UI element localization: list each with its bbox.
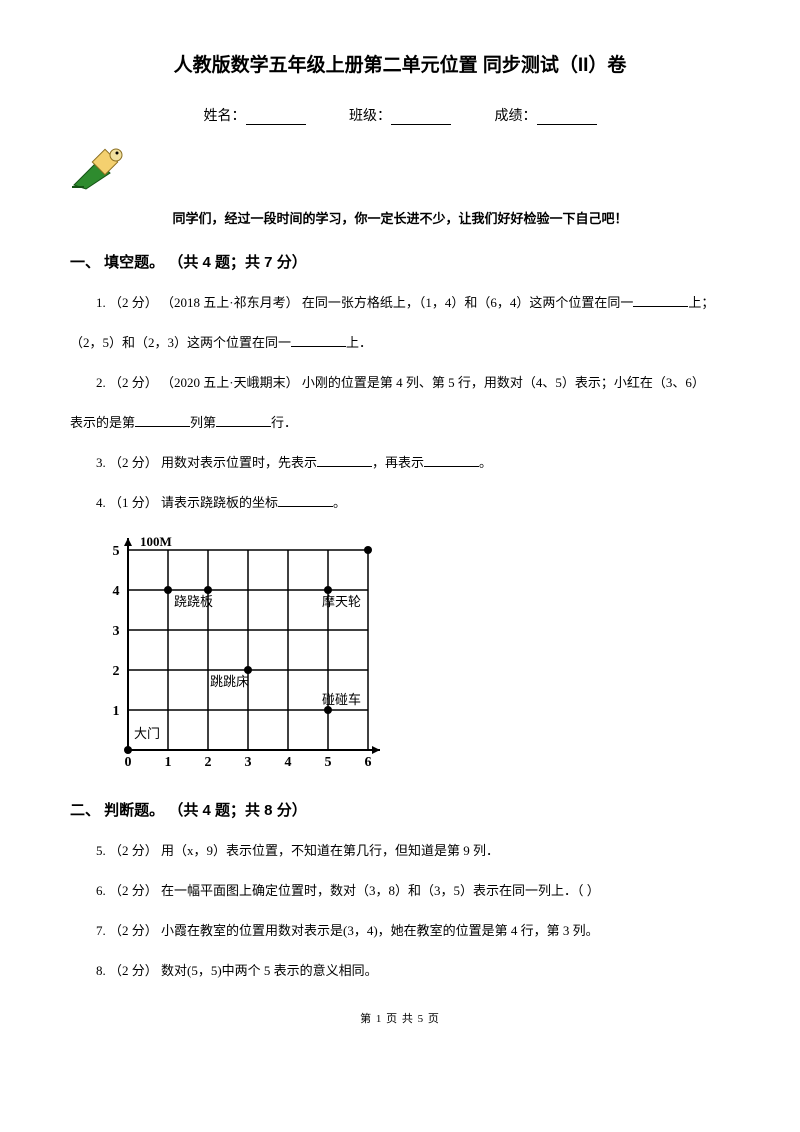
q1-blank-1[interactable] [633,306,688,307]
question-2-line2: 表示的是第 列第 行． [70,410,730,436]
svg-text:5: 5 [113,544,120,559]
q2-text-d: 行． [271,415,297,430]
svg-text:跳跳床: 跳跳床 [210,674,249,689]
encouragement-text: 同学们，经过一段时间的学习，你一定长进不少，让我们好好检验一下自己吧！ [70,208,730,227]
q4-text-b: 。 [333,495,346,510]
section-2-heading: 二、 判断题。 （共 4 题；共 8 分） [70,799,730,820]
name-blank[interactable] [246,110,306,125]
pencil-decoration [70,145,730,196]
svg-text:2: 2 [113,664,120,679]
svg-text:2: 2 [205,755,212,770]
q2-text-b: 表示的是第 [70,415,135,430]
page-title: 人教版数学五年级上册第二单元位置 同步测试（II）卷 [70,50,730,77]
q2-text-a: 2. （2 分） （2020 五上·天峨期末） 小刚的位置是第 4 列、第 5 … [96,375,705,390]
question-6: 6. （2 分） 在一幅平面图上确定位置时，数对（3，8）和（3，5）表示在同一… [70,878,730,904]
q1-blank-2[interactable] [291,346,346,347]
q2-blank-2[interactable] [216,426,271,427]
svg-text:1: 1 [165,755,172,770]
grid-chart: 0 1 2 3 4 5 6 1 2 3 4 5 100M 大门 跷跷板跳跳床 摩天轮碰碰车 [98,530,398,780]
svg-text:5: 5 [325,755,332,770]
q3-text-c: 。 [479,455,492,470]
question-2: 2. （2 分） （2020 五上·天峨期末） 小刚的位置是第 4 列、第 5 … [70,370,730,396]
question-1: 1. （2 分） （2018 五上·祁东月考） 在同一张方格纸上，（1，4）和（… [70,290,730,316]
question-1-line2: （2，5）和（2，3）这两个位置在同一 上． [70,330,730,356]
question-8: 8. （2 分） 数对(5，5)中两个 5 表示的意义相同。 [70,958,730,984]
q1-text-b: 上； [688,295,714,310]
q1-text-a: 1. （2 分） （2018 五上·祁东月考） 在同一张方格纸上，（1，4）和（… [96,295,633,310]
q4-blank[interactable] [278,506,333,507]
question-4: 4. （1 分） 请表示跷跷板的坐标 。 [70,490,730,516]
svg-text:1: 1 [113,704,120,719]
svg-text:跷跷板: 跷跷板 [174,594,213,609]
svg-text:碰碰车: 碰碰车 [322,692,361,707]
q3-blank-2[interactable] [424,466,479,467]
question-3: 3. （2 分） 用数对表示位置时，先表示 ，再表示 。 [70,450,730,476]
page-footer: 第 1 页 共 5 页 [70,1010,730,1026]
q1-text-d: 上． [346,335,372,350]
svg-text:3: 3 [245,755,252,770]
svg-text:大门: 大门 [134,726,160,741]
q3-text-b: ，再表示 [372,455,424,470]
q3-text-a: 3. （2 分） 用数对表示位置时，先表示 [96,455,317,470]
score-label: 成绩： [495,109,537,124]
class-label: 班级： [349,109,391,124]
question-5: 5. （2 分） 用（x，9）表示位置，不知道在第几行，但知道是第 9 列． [70,838,730,864]
svg-text:3: 3 [113,624,120,639]
svg-text:100M: 100M [140,534,172,549]
svg-text:6: 6 [365,755,372,770]
question-7: 7. （2 分） 小霞在教室的位置用数对表示是(3，4)，她在教室的位置是第 4… [70,918,730,944]
svg-text:0: 0 [125,755,132,770]
name-label: 姓名： [204,109,246,124]
info-row: 姓名： 班级： 成绩： [70,105,730,125]
score-blank[interactable] [537,110,597,125]
svg-text:4: 4 [113,584,120,599]
q2-blank-1[interactable] [135,426,190,427]
pencil-icon [70,145,132,191]
coordinate-grid: 0 1 2 3 4 5 6 1 2 3 4 5 100M 大门 跷跷板跳跳床 摩天轮碰碰车 [98,530,730,785]
svg-text:摩天轮: 摩天轮 [322,594,361,609]
q4-text-a: 4. （1 分） 请表示跷跷板的坐标 [96,495,278,510]
q3-blank-1[interactable] [317,466,372,467]
q2-text-c: 列第 [190,415,216,430]
svg-text:4: 4 [285,755,292,770]
section-1-heading: 一、 填空题。 （共 4 题；共 7 分） [70,251,730,272]
q1-text-c: （2，5）和（2，3）这两个位置在同一 [70,335,291,350]
class-blank[interactable] [391,110,451,125]
